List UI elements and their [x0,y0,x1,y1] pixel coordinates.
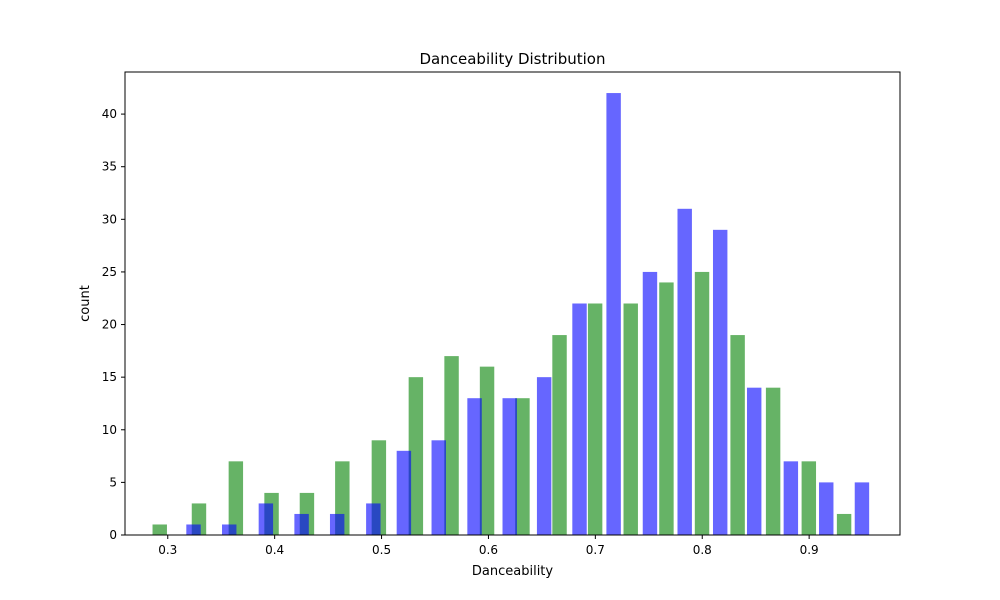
bar-series-2-13 [606,93,621,536]
y-tick-label: 30 [102,212,117,226]
y-tick-label: 0 [109,528,117,542]
bar-series-2-12 [572,303,587,535]
chart-title: Danceability Distribution [420,50,606,68]
y-tick-label: 40 [102,107,117,121]
bar-series-2-9 [467,398,482,535]
y-tick-label: 15 [102,370,117,384]
bar-series-2-1 [186,524,201,535]
y-tick-label: 10 [102,423,117,437]
bar-series-2-14 [642,271,658,535]
bar-series-2-2 [222,524,237,535]
y-tick-label: 20 [102,318,117,332]
y-tick-label: 25 [102,265,117,279]
x-tick-label: 0.4 [265,543,284,557]
bar-series-2-5 [329,513,345,535]
x-tick-label: 0.6 [479,543,498,557]
x-tick-label: 0.8 [693,543,712,557]
bar-series-1-8 [408,377,424,535]
x-tick-label: 0.3 [158,543,177,557]
plot-frame [124,71,901,536]
bar-series-1-19 [801,461,817,535]
bar-series-1-17 [730,335,745,535]
bar-series-1-11 [515,398,530,535]
bar-series-1-18 [765,387,781,535]
bar-series-1-13 [587,303,603,535]
x-axis-label: Danceability [472,564,554,579]
bar-series-2-6 [366,503,381,535]
bar-series-1-1 [152,524,167,535]
bar-series-2-17 [746,387,762,535]
y-tick-label: 5 [109,475,117,489]
y-tick-label: 35 [102,160,117,174]
bar-series-2-19 [819,482,834,535]
bar-series-2-10 [502,398,517,535]
bar-series-2-18 [783,461,799,535]
bar-series-2-8 [431,440,446,535]
bar-series-1-3 [228,461,244,535]
bar-series-1-10 [479,366,495,535]
bar-series-2-15 [677,208,692,536]
bar-series-1-12 [552,335,567,535]
bar-series-1-9 [444,356,459,535]
bar-series-2-3 [258,503,274,535]
bars-layer [152,93,870,536]
bar-series-1-14 [623,303,638,535]
y-axis-label: count [78,285,93,322]
x-tick-label: 0.5 [372,543,391,557]
bar-series-2-11 [536,377,552,535]
bar-series-1-16 [694,271,710,535]
bar-series-2-20 [854,482,870,535]
bar-series-2-7 [396,450,412,535]
bar-series-1-20 [836,513,852,535]
bar-series-2-4 [294,513,309,535]
x-tick-label: 0.7 [586,543,605,557]
bar-series-1-15 [659,282,674,535]
x-tick-label: 0.9 [800,543,819,557]
bar-series-2-16 [712,229,728,535]
ticks-layer: 0.3 0.4 0.5 0.6 0.7 0.8 0.9 0 5 10 15 20 25 30 35 40 [102,107,819,557]
